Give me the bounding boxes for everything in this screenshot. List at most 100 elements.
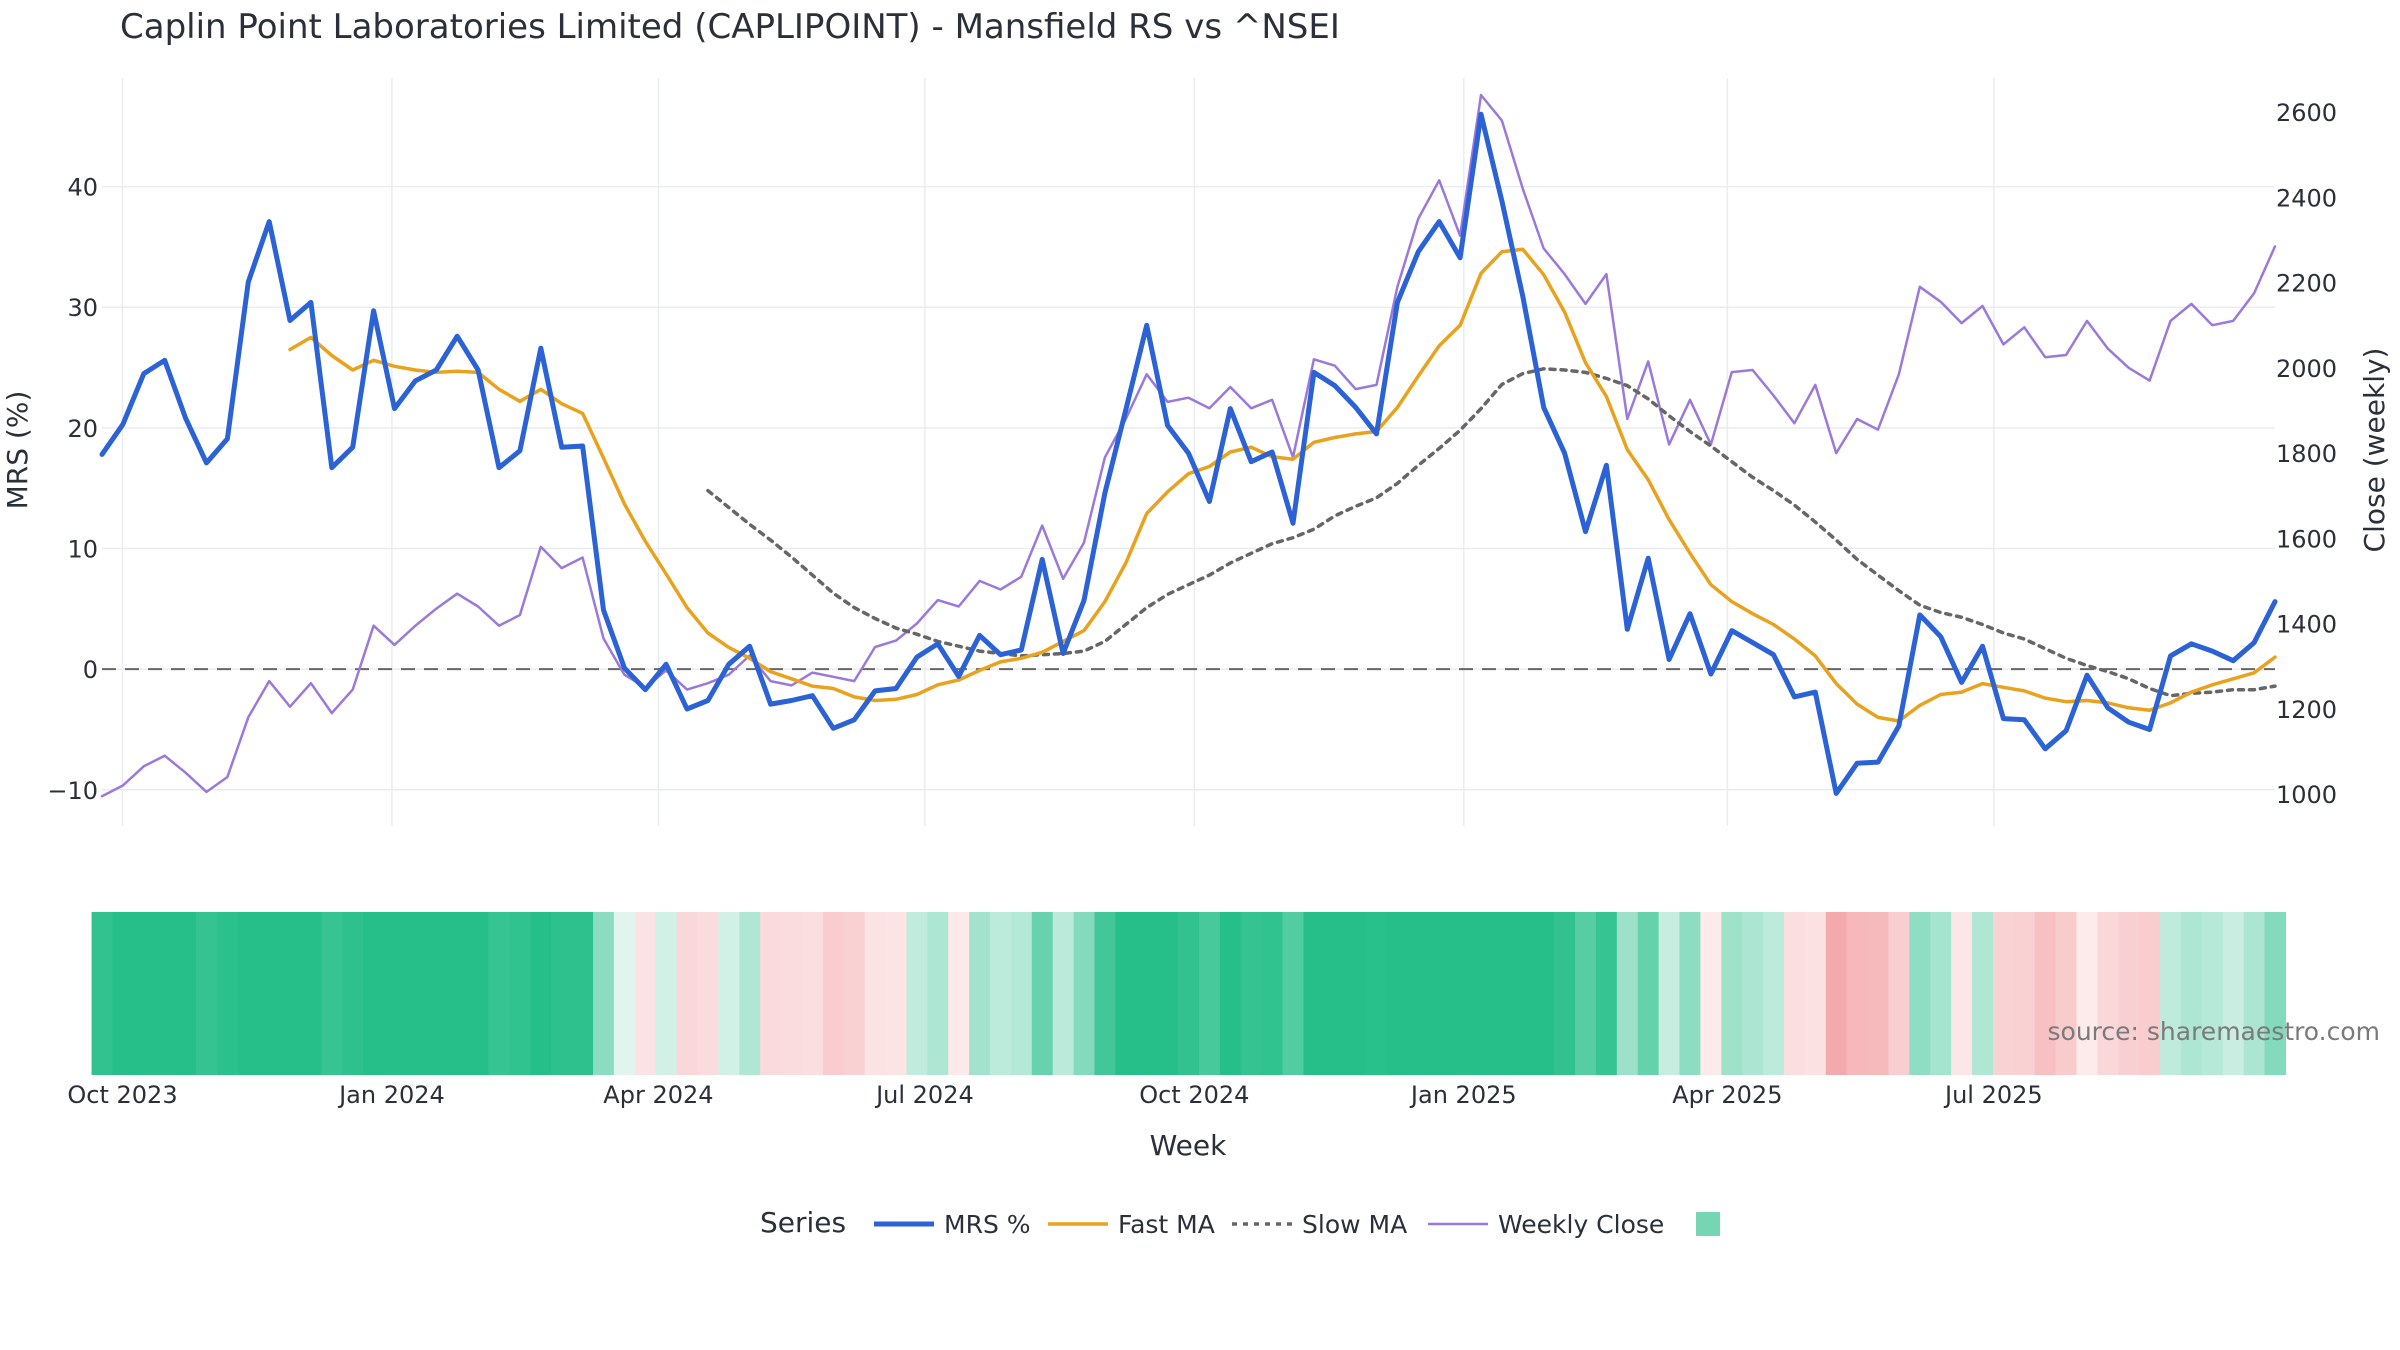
- heatmap-cell: [1637, 912, 1660, 1075]
- heatmap-cell: [363, 912, 385, 1075]
- heatmap-cell: [2076, 912, 2098, 1075]
- heatmap-cell: [1094, 912, 1116, 1075]
- heatmap-cell: [2097, 912, 2119, 1075]
- heatmap-cell: [634, 912, 657, 1075]
- heatmap-cell: [1386, 912, 1409, 1075]
- heatmap-cell: [446, 912, 469, 1075]
- left-tick-label: 30: [67, 294, 98, 322]
- heatmap-cell: [196, 912, 218, 1075]
- heatmap-cell: [1783, 912, 1806, 1075]
- heatmap-cell: [154, 912, 176, 1075]
- legend-item-fast[interactable]: Fast MA: [1118, 1210, 1215, 1239]
- heatmap-cell: [1658, 912, 1681, 1075]
- heatmap-cell: [1136, 912, 1158, 1075]
- heatmap-cell: [1261, 912, 1284, 1075]
- left-tick-label: −10: [47, 777, 98, 805]
- heatmap-cell: [1846, 912, 1869, 1075]
- legend-swatch-regime[interactable]: [1696, 1212, 1720, 1236]
- heatmap-cell: [2180, 912, 2203, 1075]
- heatmap-cell: [1407, 912, 1430, 1075]
- source-label: source: sharemaestro.com: [2048, 1017, 2381, 1046]
- heatmap-cell: [990, 912, 1012, 1075]
- right-tick-label: 1400: [2276, 611, 2337, 639]
- right-tick-label: 2400: [2276, 184, 2337, 212]
- x-tick-label: Apr 2024: [603, 1081, 713, 1109]
- heatmap-cell: [1031, 912, 1054, 1075]
- heatmap-cell: [2264, 912, 2287, 1075]
- heatmap-cell: [488, 912, 511, 1075]
- heatmap-cell: [1554, 912, 1576, 1075]
- heatmap-cell: [1992, 912, 2015, 1075]
- x-tick-label: Oct 2024: [1139, 1081, 1249, 1109]
- heatmap-cell: [216, 912, 239, 1075]
- left-tick-label: 20: [67, 415, 98, 443]
- heatmap-cell: [1930, 912, 1952, 1075]
- heatmap-cell: [739, 912, 761, 1075]
- heatmap-cell: [1052, 912, 1075, 1075]
- heatmap-cell: [1972, 912, 1994, 1075]
- heatmap-cell: [1115, 912, 1137, 1075]
- regime-heatmap: [91, 912, 2287, 1075]
- right-tick-label: 1800: [2276, 440, 2337, 468]
- heatmap-cell: [655, 912, 678, 1075]
- heatmap-cell: [1533, 912, 1555, 1075]
- heatmap-cell: [1491, 912, 1513, 1075]
- heatmap-cell: [1616, 912, 1639, 1075]
- heatmap-cell: [864, 912, 887, 1075]
- heatmap-cell: [1951, 912, 1973, 1075]
- heatmap-cell: [843, 912, 866, 1075]
- heatmap-cell: [927, 912, 949, 1075]
- heatmap-cell: [1825, 912, 1848, 1075]
- legend: Series MRS % Fast MA Slow MA Weekly Clos…: [760, 1206, 1720, 1239]
- heatmap-cell: [1282, 912, 1305, 1075]
- series-line-fast-ma: [288, 247, 2277, 723]
- heatmap-cell: [279, 912, 302, 1075]
- legend-item-slow[interactable]: Slow MA: [1302, 1210, 1407, 1239]
- x-tick-label: Apr 2025: [1672, 1081, 1782, 1109]
- heatmap-cell: [1324, 912, 1346, 1075]
- heatmap-cell: [948, 912, 970, 1075]
- heatmap-cell: [885, 912, 908, 1075]
- series-lines: [99, 93, 2278, 798]
- heatmap-cell: [1198, 912, 1221, 1075]
- heatmap-cell: [1470, 912, 1493, 1075]
- heatmap-cell: [1700, 912, 1722, 1075]
- right-axis-label: Close (weekly): [2358, 348, 2391, 553]
- heatmap-cell: [572, 912, 594, 1075]
- heatmap-cell: [2013, 912, 2036, 1075]
- heatmap-cell: [1303, 912, 1325, 1075]
- heatmap-cell: [258, 912, 281, 1075]
- right-tick-label: 2000: [2276, 355, 2337, 383]
- heatmap-cell: [1240, 912, 1263, 1075]
- heatmap-cell: [781, 912, 803, 1075]
- x-tick-label: Oct 2023: [67, 1081, 177, 1109]
- heatmap-cell: [1742, 912, 1764, 1075]
- heatmap-cell: [1679, 912, 1702, 1075]
- heatmap-cell: [2222, 912, 2245, 1075]
- heatmap-cell: [509, 912, 531, 1075]
- right-axis-ticks: 1000 1200 1400 1600 1800 2000 2200 2400 2600: [2276, 99, 2337, 809]
- legend-item-mrs[interactable]: MRS %: [944, 1210, 1031, 1239]
- left-tick-label: 0: [83, 656, 98, 684]
- legend-item-close[interactable]: Weekly Close: [1498, 1210, 1664, 1239]
- heatmap-cell: [1909, 912, 1931, 1075]
- heatmap-cell: [384, 912, 406, 1075]
- right-tick-label: 2200: [2276, 270, 2337, 298]
- series-line-mrs: [99, 111, 2278, 796]
- heatmap-cell: [822, 912, 845, 1075]
- heatmap-cell: [175, 912, 197, 1075]
- heatmap-cell: [551, 912, 573, 1075]
- heatmap-cell: [676, 912, 699, 1075]
- heatmap-cell: [1804, 912, 1827, 1075]
- right-tick-label: 1200: [2276, 696, 2337, 724]
- heatmap-cell: [91, 912, 114, 1075]
- x-tick-label: Jan 2024: [337, 1081, 445, 1109]
- heatmap-cell: [613, 912, 636, 1075]
- heatmap-cell: [1867, 912, 1890, 1075]
- heatmap-cell: [342, 912, 364, 1075]
- heatmap-cell: [467, 912, 490, 1075]
- heatmap-cell: [697, 912, 719, 1075]
- heatmap-cell: [2201, 912, 2224, 1075]
